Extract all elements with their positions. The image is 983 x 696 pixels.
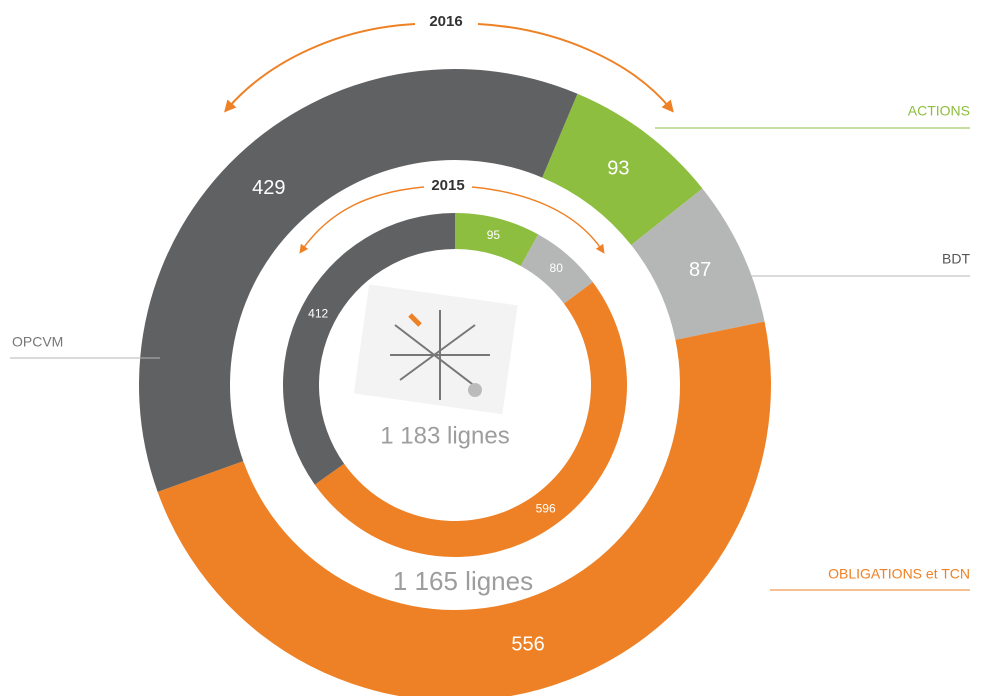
category-label: ACTIONS [908,103,970,119]
donut-segment [520,234,593,304]
total-label: 1 165 lignes [393,566,533,596]
value-label: 596 [536,502,556,516]
compass-icon [353,284,518,415]
donut-segment [282,213,455,485]
value-label: 93 [607,158,629,180]
rings: 93 87 556 429 95 80 596 412 [139,68,771,696]
donut-segment [157,321,771,696]
donut-segment [455,213,539,266]
category-label: OPCVM [12,334,63,350]
value-label: 95 [487,228,501,242]
value-label: 429 [252,177,285,199]
arrow [224,23,416,113]
value-label: 556 [511,634,544,656]
category-label: BDT [942,251,970,267]
total-label: 1 183 lignes [380,422,509,449]
year-label: 2015 [431,177,464,194]
arrow [477,23,674,113]
value-label: 87 [689,259,711,281]
year-label: 2016 [429,13,462,30]
value-label: 412 [308,307,328,321]
donut-segment [542,93,703,246]
donut-segment [631,188,765,340]
value-label: 80 [550,261,564,275]
category-label: OBLIGATIONS et TCN [828,566,970,582]
arrow [471,186,605,254]
arrow [299,186,425,254]
donut-segment [139,68,578,492]
donut-segment [314,282,628,558]
